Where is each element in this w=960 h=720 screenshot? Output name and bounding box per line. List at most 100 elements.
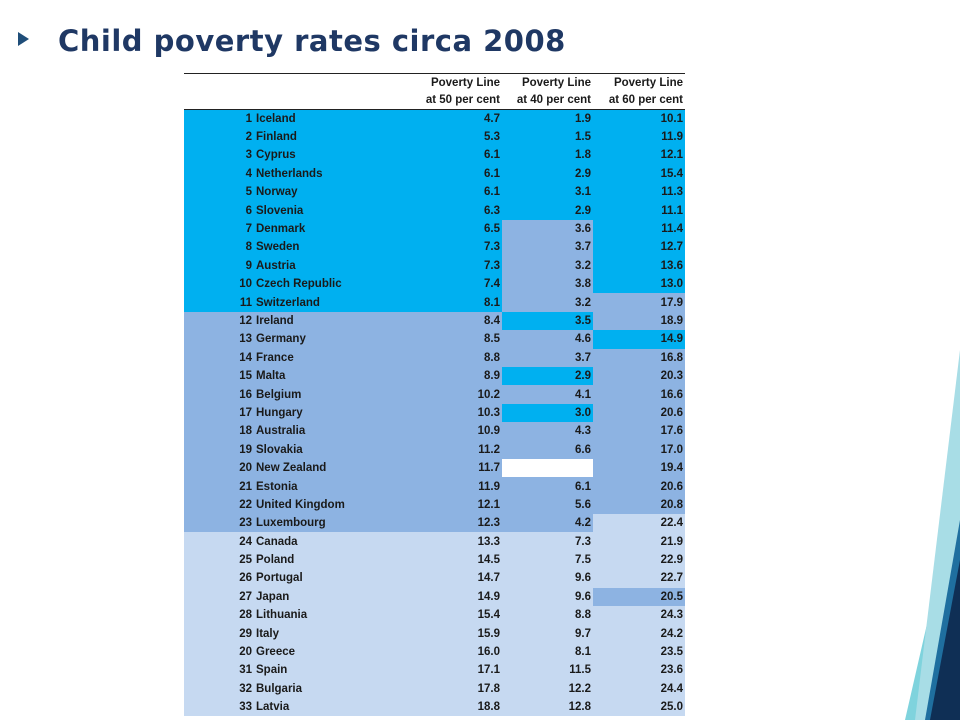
poverty-50-cell: 11.2 [410,440,502,459]
poverty-40-cell: 3.7 [502,238,593,257]
title-bar: Child poverty rates circa 2008 [0,0,960,70]
poverty-50-cell: 8.8 [410,348,502,367]
table-row: 21 Estonia 11.9 6.1 20.6 [184,477,685,496]
poverty-60-cell: 10.1 [593,109,685,128]
table-row: 3 Cyprus 6.1 1.8 12.1 [184,146,685,165]
poverty-50-cell: 8.4 [410,311,502,331]
poverty-40-cell: 9.6 [502,569,593,588]
poverty-60-cell: 20.3 [593,366,685,386]
poverty-60-cell: 20.6 [593,477,685,496]
rank-cell: 12 [184,311,254,331]
header-40-line1: Poverty Line [502,73,593,92]
poverty-60-cell: 22.9 [593,550,685,570]
rank-cell: 11 [184,293,254,312]
rank-cell: 14 [184,348,254,367]
country-cell: Switzerland [254,293,410,312]
poverty-50-cell: 15.9 [410,624,502,643]
poverty-60-cell: 17.0 [593,440,685,459]
poverty-40-cell: 7.3 [502,532,593,551]
header-40-line2: at 40 per cent [502,91,593,110]
table-row: 5 Norway 6.1 3.1 11.3 [184,183,685,202]
rank-cell: 1 [184,109,254,128]
poverty-40-cell: 8.1 [502,642,593,662]
table-row: 9 Austria 7.3 3.2 13.6 [184,256,685,276]
country-cell: Germany [254,330,410,349]
poverty-40-cell: 4.1 [502,385,593,404]
table-row: 7 Denmark 6.5 3.6 11.4 [184,219,685,239]
rank-cell: 3 [184,146,254,165]
header-60-line1: Poverty Line [593,73,685,92]
poverty-60-cell: 19.4 [593,458,685,478]
rank-cell: 27 [184,587,254,607]
poverty-50-cell: 16.0 [410,642,502,662]
poverty-40-cell: 2.9 [502,164,593,184]
poverty-50-cell: 11.7 [410,458,502,478]
table-row: 13 Germany 8.5 4.6 14.9 [184,330,685,349]
table-row: 6 Slovenia 6.3 2.9 11.1 [184,201,685,220]
rank-cell: 25 [184,550,254,570]
poverty-40-cell: 4.2 [502,514,593,533]
poverty-60-cell: 12.1 [593,146,685,165]
country-cell: Spain [254,661,410,680]
table-row: 4 Netherlands 6.1 2.9 15.4 [184,164,685,184]
country-cell: Italy [254,624,410,643]
rank-cell: 32 [184,679,254,698]
country-cell: Lithuania [254,606,410,625]
poverty-60-cell: 14.9 [593,330,685,349]
country-cell: France [254,348,410,367]
poverty-50-cell: 18.8 [410,698,502,717]
table-body: 1 Iceland 4.7 1.9 10.1 2 Finland 5.3 1.5 11.9 3 Cyp… [184,109,685,717]
poverty-40-cell: 2.9 [502,201,593,220]
deco-stripe-dark [930,560,960,720]
table-header: Poverty Line Poverty Line Poverty Line a… [184,73,685,110]
poverty-40-cell: 3.0 [502,403,593,423]
poverty-50-cell: 12.3 [410,514,502,533]
rank-cell: 5 [184,183,254,202]
country-cell: Slovakia [254,440,410,459]
poverty-40-cell: 1.5 [502,127,593,147]
poverty-40-cell: 3.6 [502,219,593,239]
country-cell: Austria [254,256,410,276]
rank-cell: 19 [184,440,254,459]
rank-cell: 18 [184,422,254,441]
rank-cell: 33 [184,698,254,717]
rank-cell: 9 [184,256,254,276]
country-cell: Belgium [254,385,410,404]
table-row: 23 Luxembourg 12.3 4.2 22.4 [184,514,685,533]
table-row: 32 Bulgaria 17.8 12.2 24.4 [184,679,685,698]
rank-cell: 28 [184,606,254,625]
poverty-50-cell: 8.9 [410,366,502,386]
country-cell: Estonia [254,477,410,496]
rank-cell: 29 [184,624,254,643]
poverty-40-cell: 1.9 [502,109,593,128]
poverty-50-cell: 11.9 [410,477,502,496]
poverty-60-cell: 21.9 [593,532,685,551]
poverty-40-cell: 9.7 [502,624,593,643]
table-row: 29 Italy 15.9 9.7 24.2 [184,624,685,643]
poverty-40-cell: 12.8 [502,698,593,717]
poverty-60-cell: 15.4 [593,164,685,184]
poverty-60-cell: 23.6 [593,661,685,680]
poverty-50-cell: 7.3 [410,256,502,276]
table-row: 33 Latvia 18.8 12.8 25.0 [184,698,685,717]
rank-cell: 22 [184,495,254,515]
poverty-60-cell: 24.4 [593,679,685,698]
poverty-40-cell: 9.6 [502,587,593,607]
poverty-60-cell: 24.2 [593,624,685,643]
poverty-40-cell: 4.3 [502,422,593,441]
country-cell: Sweden [254,238,410,257]
country-cell: Australia [254,422,410,441]
rank-cell: 16 [184,385,254,404]
table-row: 22 United Kingdom 12.1 5.6 20.8 [184,495,685,515]
rank-cell: 6 [184,201,254,220]
poverty-60-cell: 16.8 [593,348,685,367]
table-row: 15 Malta 8.9 2.9 20.3 [184,366,685,386]
header-rank [184,73,254,92]
rank-cell: 24 [184,532,254,551]
rank-cell: 23 [184,514,254,533]
table-row: 11 Switzerland 8.1 3.2 17.9 [184,293,685,312]
header-50-line2: at 50 per cent [410,91,502,110]
country-cell: United Kingdom [254,495,410,515]
country-cell: Slovenia [254,201,410,220]
